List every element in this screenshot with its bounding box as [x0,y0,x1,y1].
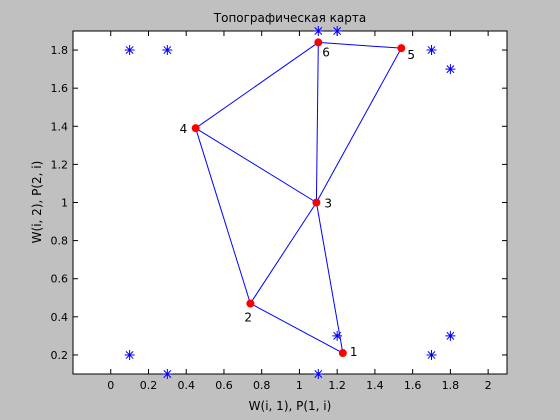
neuron-point [338,349,347,358]
neuron-label: 4 [180,122,188,136]
connection-line [249,202,317,304]
y-tick-label: 0.8 [51,235,69,248]
neuron-weights: 1 2 3 4 5 6 [180,38,415,359]
input-point-marker [313,26,324,36]
asterisk-icon [124,45,135,56]
asterisk-icon [426,45,437,56]
y-tick-label: 1 [61,197,68,210]
asterisk-icon [426,349,437,360]
x-tick-label: 0.4 [177,379,195,392]
y-tick-label: 0.2 [51,349,69,362]
neuron-label: 6 [322,45,330,59]
asterisk-icon [124,349,135,360]
asterisk-icon [445,330,456,341]
input-point-marker [445,64,456,75]
connection-line [315,47,402,203]
input-vectors [124,26,456,379]
x-tick-label: 0.2 [140,379,158,392]
asterisk-icon [445,64,456,75]
x-tick-label: 1 [296,379,303,392]
asterisk-icon [313,369,324,379]
connection-line [318,41,402,49]
y-tick-label: 1.6 [51,82,69,95]
chart-title: Топографическая карта [213,11,366,25]
y-tick-label: 0.6 [51,273,69,286]
input-point-marker [426,45,437,56]
y-axis-label: W(i, 2), P(2, i) [30,161,44,244]
x-axis-label: W(i, 1), P(1, i) [249,399,332,413]
neuron-label: 5 [407,48,415,62]
x-tick-label: 2 [485,379,492,392]
neuron-label: 1 [350,345,358,359]
x-tick-label: 1.4 [366,379,384,392]
connection-line [250,303,344,354]
y-tick-label: 1.2 [51,158,69,171]
neuron-connections [195,41,402,354]
input-point-marker [445,330,456,341]
x-tick-label: 0.8 [253,379,271,392]
input-point-marker [332,330,343,341]
input-point-marker [124,45,135,56]
connection-line [315,202,344,354]
asterisk-icon [332,26,343,36]
x-tick-label: 1.6 [404,379,422,392]
y-axis-ticks: 0.2 0.4 0.6 0.8 1 1.2 1.4 1.6 1.8 [51,44,507,362]
x-axis-ticks: 0 0.2 0.4 0.6 0.8 1 1.2 1.4 1.6 1.8 2 [107,31,492,392]
input-point-marker [313,369,324,379]
connection-line [195,42,319,129]
x-tick-label: 1.2 [328,379,346,392]
asterisk-icon [313,26,324,36]
input-point-marker [162,45,173,56]
y-tick-label: 1.4 [51,120,69,133]
asterisk-icon [162,369,173,379]
y-tick-label: 0.4 [51,311,69,324]
connection-line [195,128,251,304]
plot-area [72,30,508,375]
connection-line [195,127,317,203]
neuron-label: 3 [324,197,332,211]
neuron-point [246,299,255,308]
neuron-label: 2 [244,310,252,324]
input-point-marker [162,369,173,379]
neuron-point [191,124,200,133]
x-tick-label: 0 [107,379,114,392]
input-point-marker [332,26,343,36]
x-tick-label: 1.8 [442,379,460,392]
input-point-marker [426,349,437,360]
neuron-point [312,198,321,207]
input-point-marker [124,349,135,360]
neuron-point [314,38,323,47]
connection-line [315,42,319,203]
asterisk-icon [162,45,173,56]
neuron-point [397,44,406,53]
y-tick-label: 1.8 [51,44,69,57]
asterisk-icon [332,330,343,341]
x-tick-label: 0.6 [215,379,233,392]
